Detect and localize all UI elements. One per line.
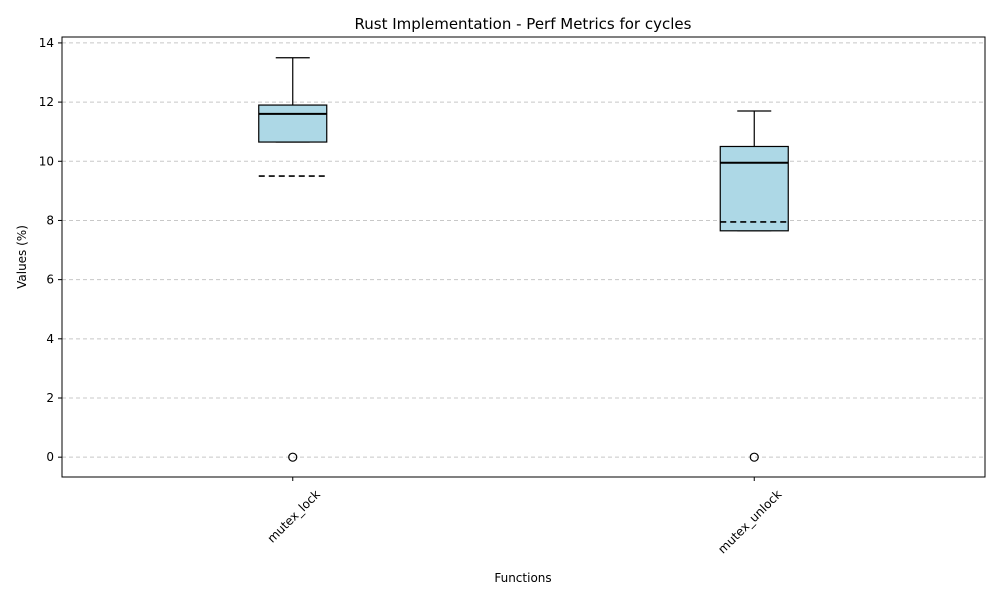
y-tick-label: 0: [46, 450, 54, 464]
outlier-point: [749, 452, 759, 462]
chart-title: Rust Implementation - Perf Metrics for c…: [355, 15, 692, 33]
y-axis-ticks: 0 2 4 6 8 10 12 14: [39, 36, 62, 464]
y-tick-label: 2: [46, 391, 54, 405]
y-tick-label: 8: [46, 213, 54, 227]
box-group-mutex_unlock: [719, 110, 789, 462]
x-tick-label: mutex_unlock: [715, 487, 784, 556]
y-tick-label: 6: [46, 273, 54, 287]
iqr-box: [258, 104, 328, 143]
grid-lines: [62, 42, 985, 458]
outlier-point: [288, 452, 298, 462]
y-axis-label: Values (%): [15, 225, 29, 289]
boxes: [258, 57, 789, 462]
y-tick-label: 14: [39, 36, 54, 50]
y-tick-label: 10: [39, 154, 54, 168]
plot-area-frame: [61, 36, 986, 478]
x-axis-label: Functions: [494, 571, 551, 585]
box-group-mutex_lock: [258, 57, 328, 462]
y-tick-label: 4: [46, 332, 54, 346]
x-tick-label: mutex_lock: [265, 487, 323, 545]
x-axis-ticks: mutex_lock mutex_unlock: [265, 477, 784, 556]
iqr-box: [719, 145, 789, 232]
y-tick-label: 12: [39, 95, 54, 109]
